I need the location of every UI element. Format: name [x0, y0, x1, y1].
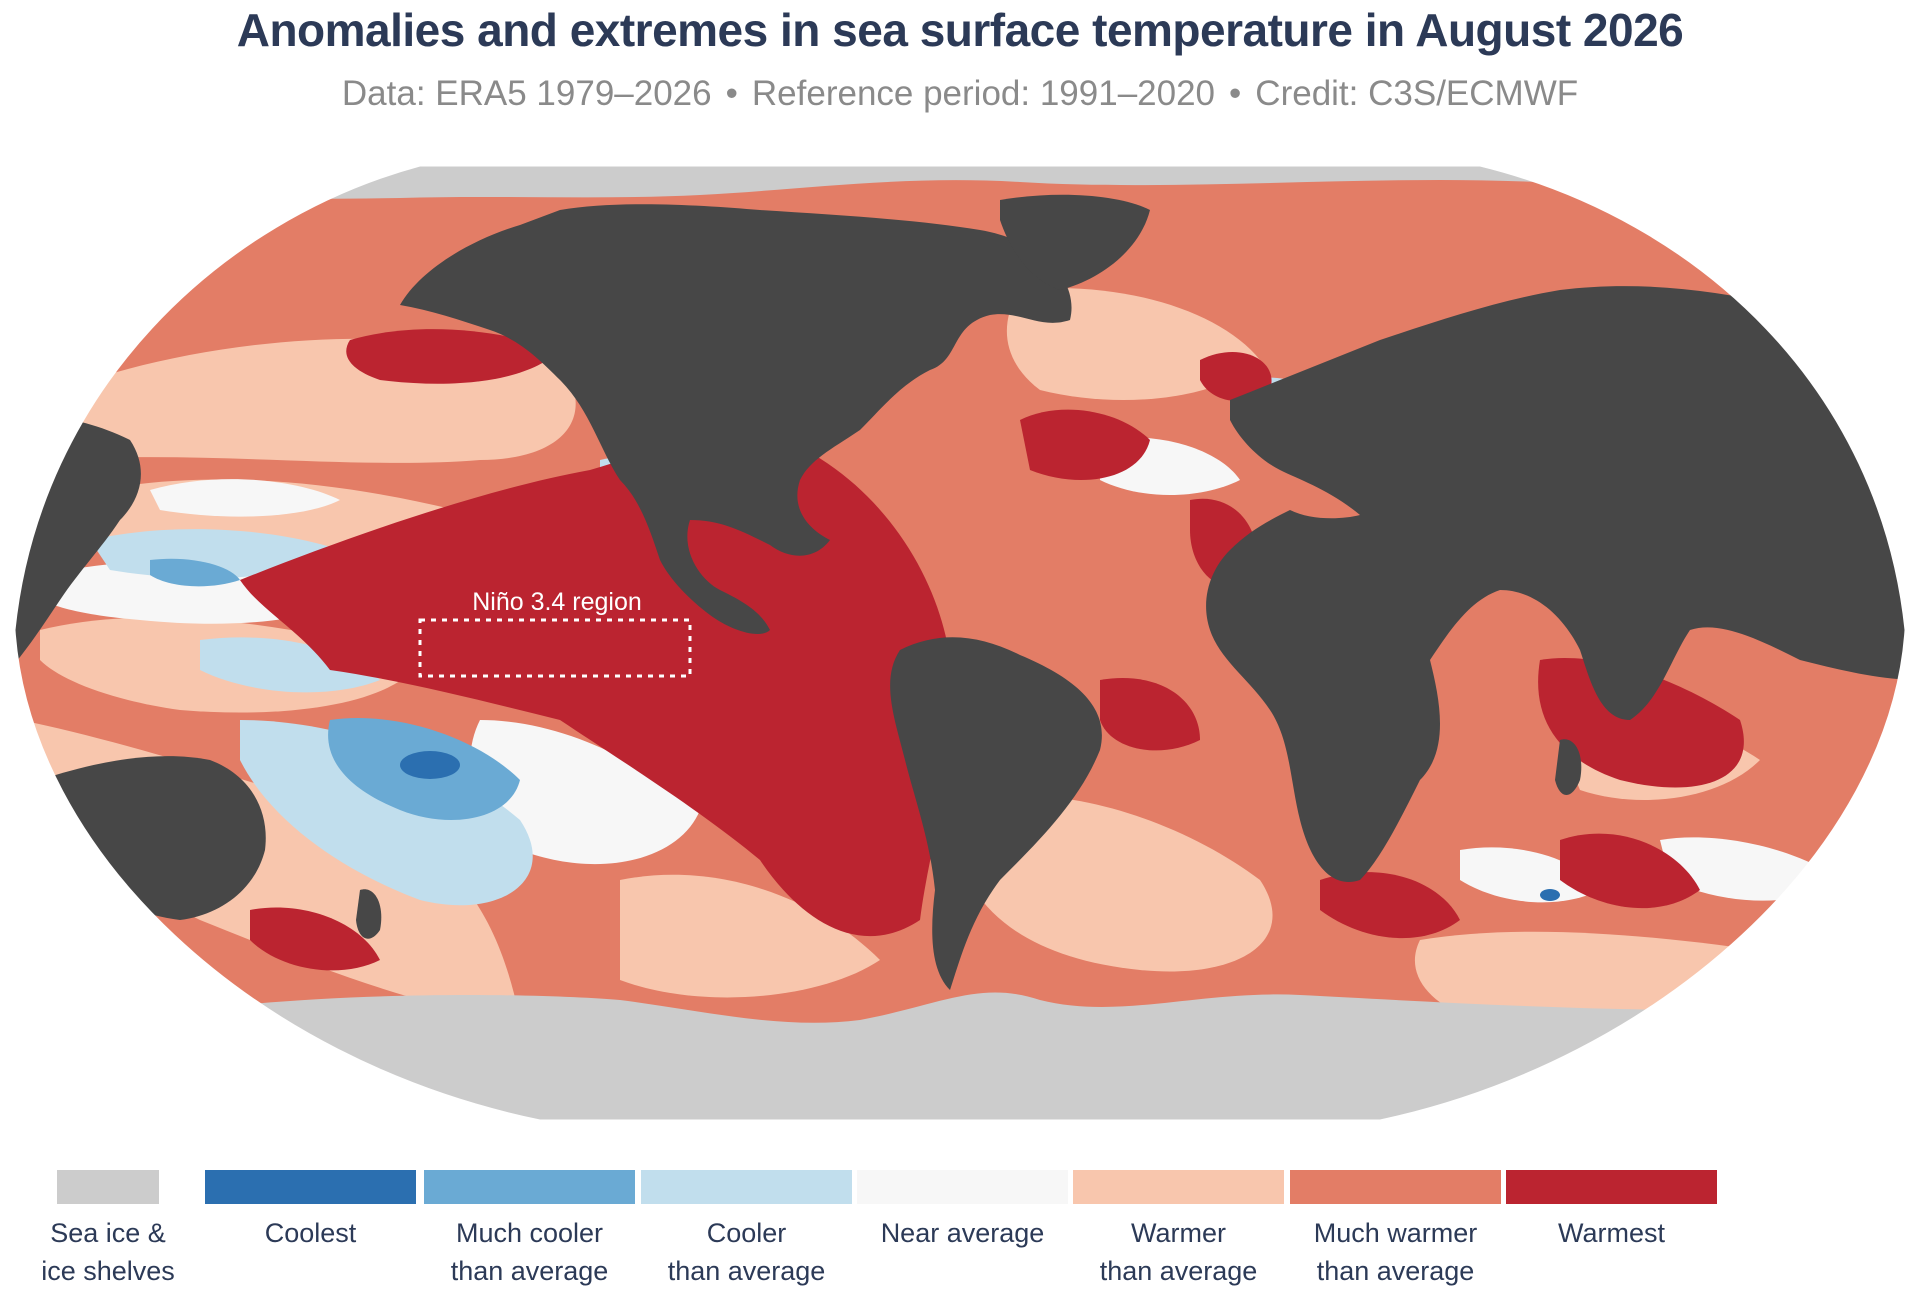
- australia: [40, 756, 266, 920]
- nino-region-label: Niño 3.4 region: [472, 588, 642, 616]
- legend-swatch: [424, 1170, 635, 1204]
- legend-item: Coolest: [205, 1170, 416, 1248]
- legend-swatch: [205, 1170, 416, 1204]
- credit: Credit: C3S/ECMWF: [1255, 74, 1579, 113]
- world-map: Niño 3.4 region: [0, 160, 1920, 1140]
- legend-label-line1: Coolest: [264, 1218, 357, 1248]
- legend-swatch: [1073, 1170, 1284, 1204]
- legend-label-line2: than average: [667, 1256, 826, 1286]
- arctic-sea-ice: [15, 166, 1905, 200]
- legend-label-line1: Near average: [880, 1218, 1045, 1248]
- legend-label: Coolest: [205, 1214, 416, 1252]
- legend-item: Warmest: [1506, 1170, 1717, 1248]
- legend-label: Sea ice & ice shelves: [17, 1214, 199, 1290]
- legend-item: Much warmer than average: [1290, 1170, 1501, 1286]
- legend-label-line1: Much warmer: [1313, 1218, 1478, 1248]
- data-source: Data: ERA5 1979–2026: [341, 74, 712, 113]
- map-svg: Niño 3.4 region: [14, 165, 1906, 1121]
- legend-label-line1: Sea ice &: [50, 1218, 166, 1248]
- map-title: Anomalies and extremes in sea surface te…: [236, 4, 1684, 56]
- south-america: [890, 637, 1102, 990]
- separator-dot: •: [725, 74, 738, 113]
- separator-dot: •: [1229, 74, 1242, 113]
- legend-swatch: [1290, 1170, 1501, 1204]
- legend-label-line2: than average: [450, 1256, 609, 1286]
- legend-swatch: [641, 1170, 852, 1204]
- legend-label-line1: Much cooler: [455, 1218, 604, 1248]
- legend-label: Near average: [857, 1214, 1068, 1252]
- legend-label: Warmer than average: [1073, 1214, 1284, 1290]
- legend-swatch: [857, 1170, 1068, 1204]
- legend-item: Warmer than average: [1073, 1170, 1284, 1286]
- legend-swatch: [57, 1170, 159, 1204]
- legend-label: Much warmer than average: [1290, 1214, 1501, 1290]
- map-outline: [14, 165, 1906, 1121]
- legend-label-line1: Warmest: [1558, 1218, 1665, 1248]
- legend-label-line1: Cooler: [706, 1218, 787, 1248]
- antarctic-ice: [15, 992, 1905, 1120]
- legend-label: Warmest: [1506, 1214, 1717, 1252]
- reference-period: Reference period: 1991–2020: [751, 74, 1216, 113]
- legend-label-line2: than average: [1099, 1256, 1258, 1286]
- legend-item: Near average: [857, 1170, 1068, 1248]
- north-america: [400, 204, 1072, 635]
- africa-eurasia: [1206, 286, 1905, 882]
- legend-label-line1: Warmer: [1131, 1218, 1226, 1248]
- land-masses: [15, 194, 1905, 990]
- map-subtitle: Data: ERA5 1979–2026 • Reference period: 1…: [0, 70, 1920, 118]
- madagascar: [1555, 739, 1582, 795]
- legend-label-line2: than average: [1316, 1256, 1475, 1286]
- greenland: [1000, 194, 1150, 290]
- legend-label: Cooler than average: [641, 1214, 852, 1290]
- legend-item: Sea ice & ice shelves: [41, 1170, 175, 1286]
- new-zealand: [356, 889, 382, 939]
- nino-region-box[interactable]: [418, 618, 692, 678]
- legend-item: Much cooler than average: [424, 1170, 635, 1286]
- legend-label-line2: ice shelves: [41, 1256, 175, 1286]
- legend-item: Cooler than average: [641, 1170, 852, 1286]
- warmest-anomaly-areas: [240, 329, 1744, 971]
- legend-swatch: [1506, 1170, 1717, 1204]
- coolest-anomaly-areas: [400, 751, 1560, 901]
- legend-label: Much cooler than average: [424, 1214, 635, 1290]
- legend: Sea ice & ice shelves Coolest Much cooler th…: [0, 1170, 1920, 1290]
